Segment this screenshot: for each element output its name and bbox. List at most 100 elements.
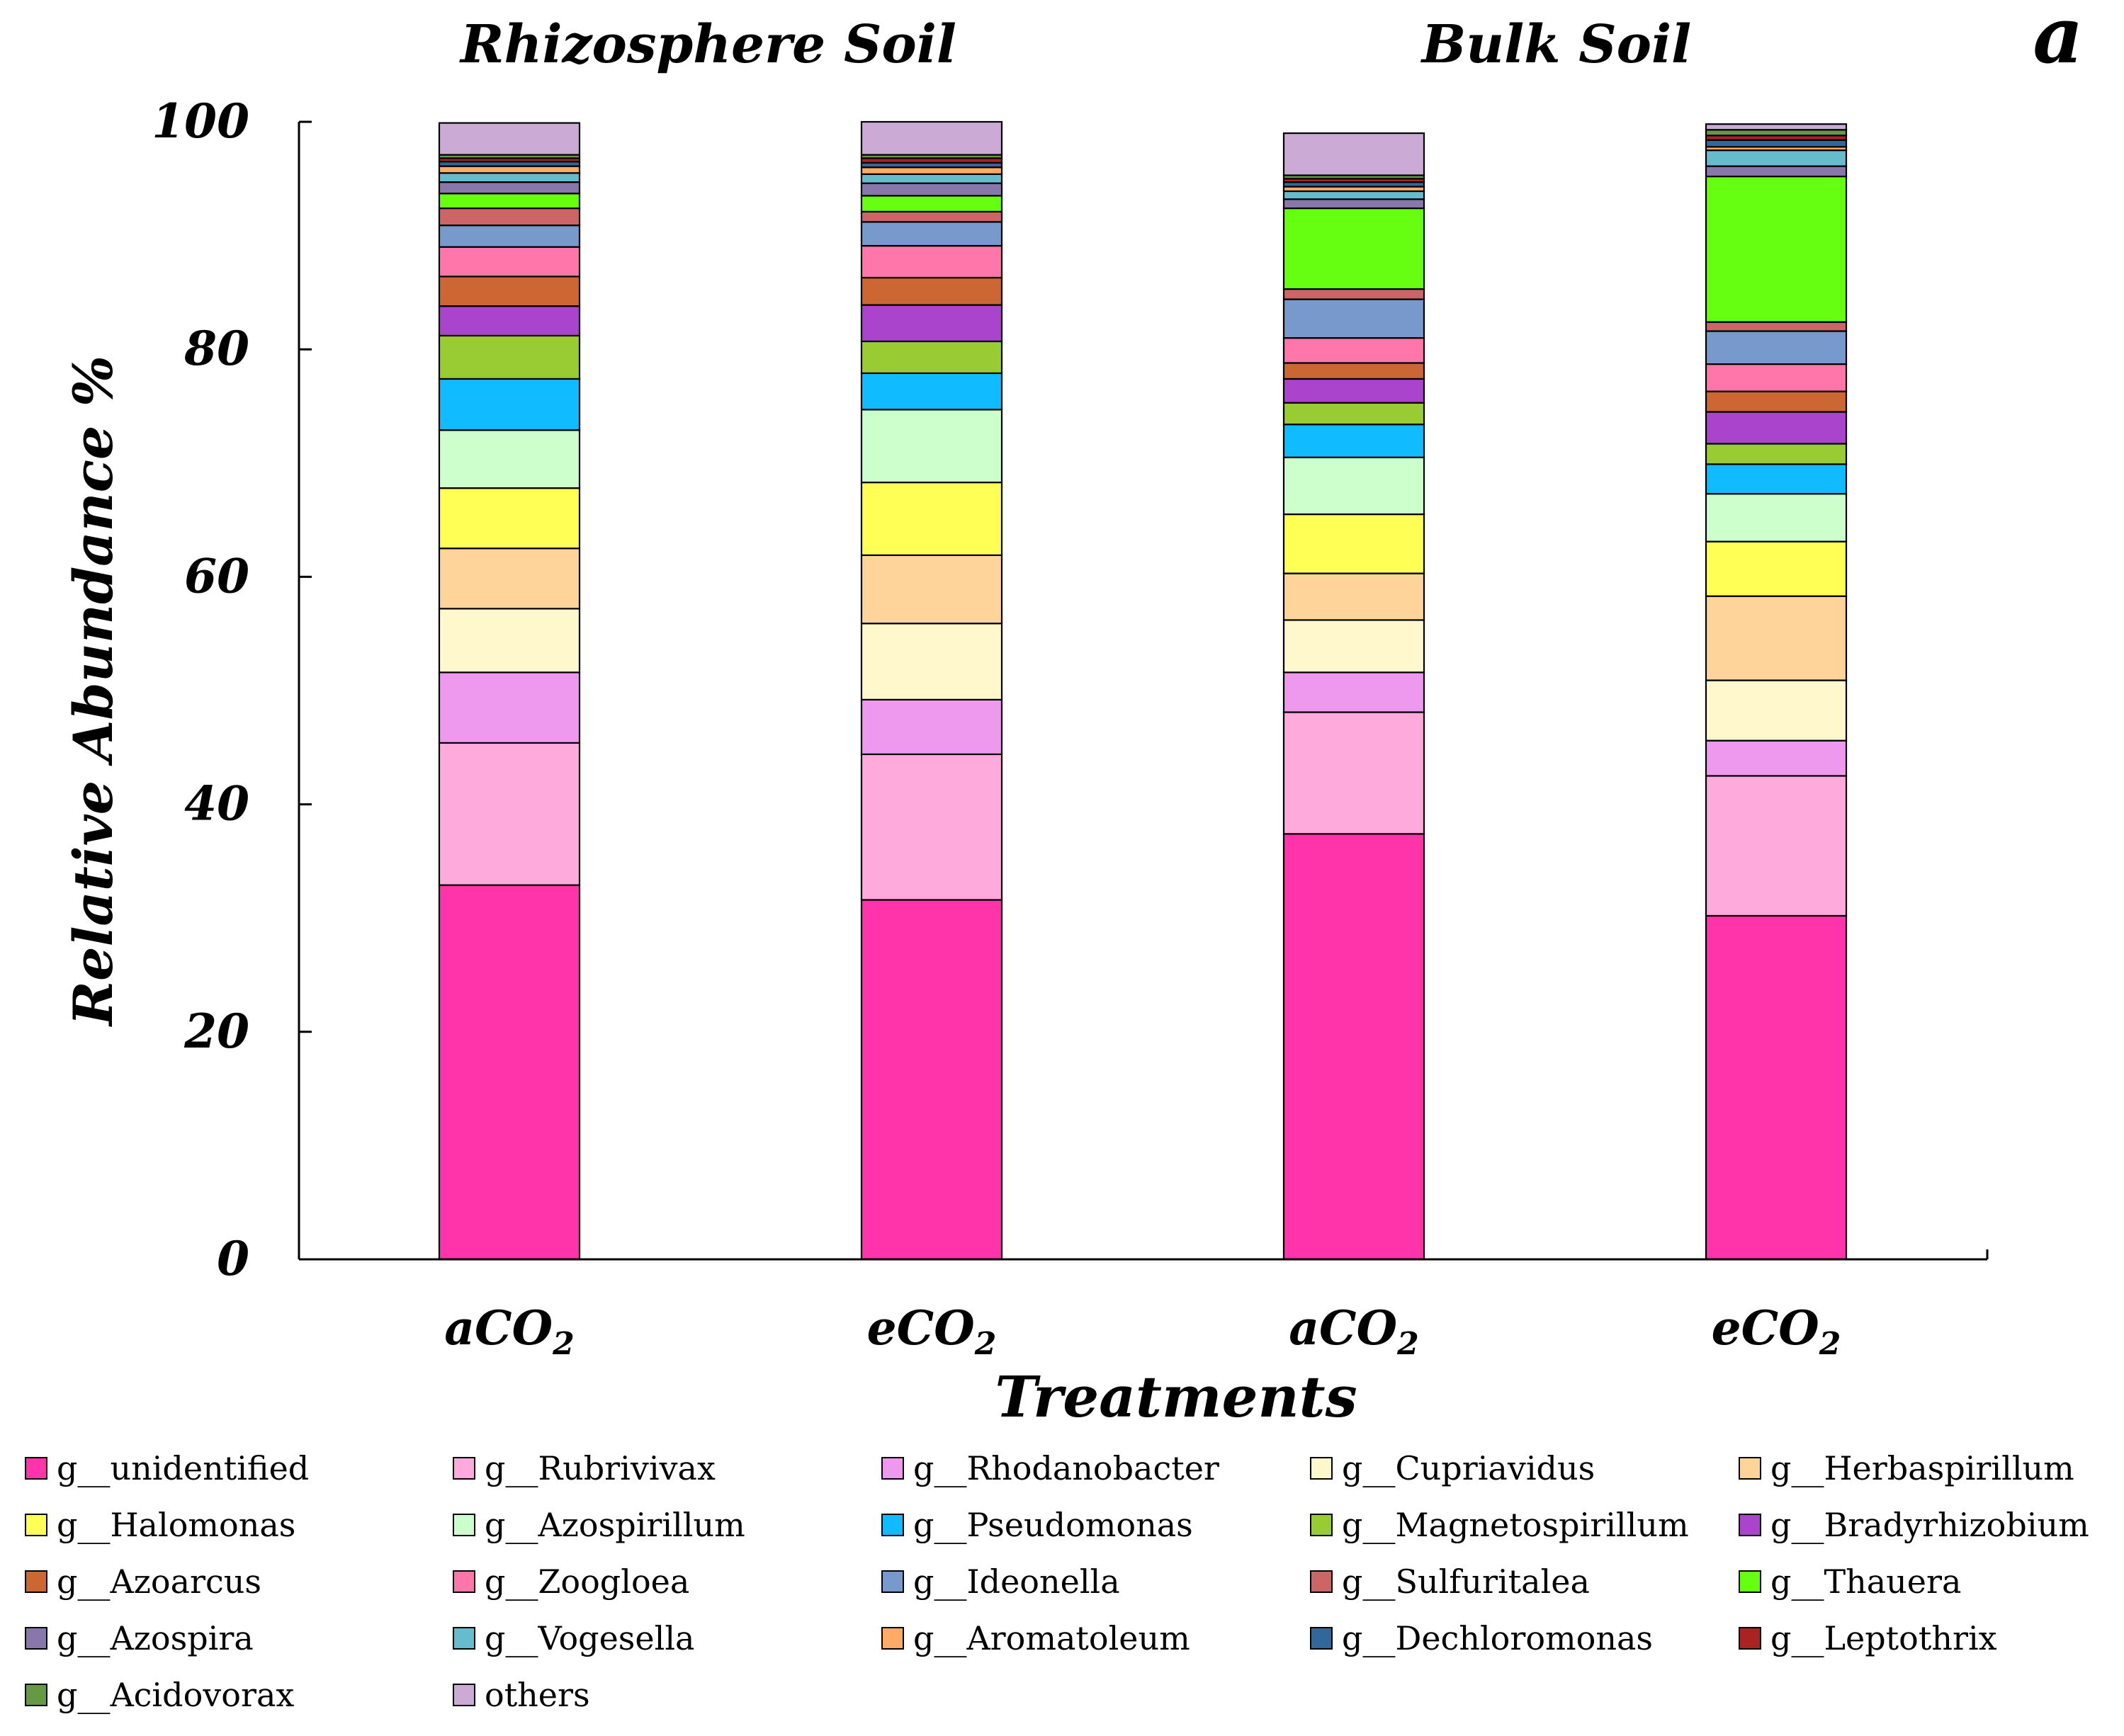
bar-segment-0-g-rubrivivax: [438, 742, 581, 886]
legend-item: g__Rubrivivax: [453, 1449, 716, 1487]
legend-item: g__Leptothrix: [1739, 1619, 1997, 1657]
legend-swatch: [453, 1627, 475, 1650]
legend-swatch: [1739, 1627, 1761, 1650]
panel-label: a: [2033, 0, 2083, 81]
bar-segment-0-g-halomonas: [438, 487, 581, 550]
bar-segment-2-others: [1282, 132, 1425, 176]
legend-swatch: [881, 1627, 904, 1650]
bar-segment-1-g-azoarcus: [860, 276, 1003, 306]
bar-segment-2-g-azoarcus: [1282, 362, 1425, 380]
bar-segment-2-g-vogesella: [1282, 190, 1425, 200]
legend-item: g__Acidovorax: [25, 1676, 294, 1714]
legend-item: g__Magnetospirillum: [1310, 1506, 1689, 1544]
legend-label: g__Sulfuritalea: [1342, 1562, 1590, 1601]
legend-label: g__Dechloromonas: [1342, 1619, 1653, 1657]
bar-segment-2-g-unidentified: [1282, 833, 1425, 1261]
bar-segment-2-g-ideonella: [1282, 298, 1425, 339]
legend-swatch: [1739, 1514, 1761, 1536]
y-tick-label: 80: [183, 321, 249, 376]
bar-segment-0-g-sulfuritalea: [438, 207, 581, 227]
legend-swatch: [881, 1457, 904, 1480]
bar-segment-2-g-thauera: [1282, 207, 1425, 290]
legend-swatch: [453, 1514, 475, 1536]
y-axis-title: Relative Abundance %: [62, 356, 125, 1027]
legend-item: g__Sulfuritalea: [1310, 1562, 1590, 1601]
legend-label: g__Halomonas: [57, 1506, 295, 1544]
bar-segment-2-g-zoogloea: [1282, 337, 1425, 364]
legend-label: g__Aromatoleum: [913, 1619, 1190, 1657]
y-tick-label: 40: [184, 776, 249, 832]
legend-label: others: [485, 1676, 590, 1714]
y-tick-label: 60: [184, 548, 249, 603]
legend-item: g__Rhodanobacter: [881, 1449, 1219, 1487]
bar-segment-2-g-herbaspirillum: [1282, 572, 1425, 621]
bar-segment-0-g-azoarcus: [438, 276, 581, 307]
y-tick-label: 100: [152, 93, 249, 149]
x-tick-label: eCO2: [1712, 1300, 1841, 1362]
legend-swatch: [881, 1570, 904, 1593]
legend-item: g__Azospirillum: [453, 1506, 745, 1544]
legend-label: g__Zoogloea: [485, 1562, 689, 1601]
legend-item: g__Aromatoleum: [881, 1619, 1190, 1657]
axes-layer: 0 20 40 60 80 100 aCO2 eCO2 aCO2 eCO2: [152, 93, 1989, 1362]
bar-segment-1-g-sulfuritalea: [860, 210, 1003, 223]
bar-segment-0-others: [438, 122, 581, 156]
bar-segment-0-g-magnetospirillum: [438, 334, 581, 380]
bar-segment-3-g-cupriavidus: [1705, 679, 1848, 742]
legend-label: g__Rubrivivax: [485, 1449, 716, 1487]
bar-segment-1-g-unidentified: [860, 899, 1003, 1261]
bar-segment-3-g-zoogloea: [1705, 363, 1848, 392]
bar-segment-0-g-ideonella: [438, 225, 581, 248]
legend-item: g__Thauera: [1739, 1562, 1961, 1601]
bar-segment-1-g-azospirillum: [860, 409, 1003, 484]
y-tick-label: 20: [183, 1004, 249, 1059]
legend-item: g__Vogesella: [453, 1619, 694, 1657]
bar-segment-3-g-rubrivivax: [1705, 775, 1848, 917]
legend-swatch: [453, 1570, 475, 1593]
bar-segment-3-g-magnetospirillum: [1705, 443, 1848, 465]
legend-swatch: [25, 1514, 47, 1536]
bar-segment-0-g-pseudomonas: [438, 378, 581, 431]
x-tick-label: eCO2: [867, 1300, 997, 1362]
bar-segment-1-g-thauera: [860, 195, 1003, 212]
legend-swatch: [1310, 1570, 1333, 1593]
legend-swatch: [1310, 1514, 1333, 1536]
legend-item: g__Ideonella: [881, 1562, 1120, 1601]
bar-segment-1-others: [860, 120, 1003, 156]
bar-segment-0-g-vogesella: [438, 172, 581, 183]
legend-swatch: [881, 1514, 904, 1536]
legend-swatch: [25, 1684, 47, 1706]
group-title: Bulk Soil: [1420, 14, 1692, 75]
bar-segment-0-g-zoogloea: [438, 246, 581, 278]
x-tick-label: aCO2: [444, 1300, 574, 1362]
bar-segment-3-g-ideonella: [1705, 330, 1848, 365]
x-axis-title: Treatments: [995, 1363, 1357, 1430]
bar-segment-0-g-unidentified: [438, 884, 581, 1261]
legend-label: g__Pseudomonas: [913, 1506, 1193, 1544]
legend-item: g__Dechloromonas: [1310, 1619, 1653, 1657]
legend-swatch: [25, 1457, 47, 1480]
bar-segment-0-g-herbaspirillum: [438, 548, 581, 610]
bar-segment-3-g-vogesella: [1705, 149, 1848, 167]
bar-segment-2-g-rhodanobacter: [1282, 671, 1425, 713]
legend-label: g__Vogesella: [485, 1619, 694, 1657]
bar-segment-3-g-azospira: [1705, 165, 1848, 178]
bar-segment-1-g-rubrivivax: [860, 753, 1003, 901]
bar-segment-1-g-magnetospirillum: [860, 340, 1003, 375]
legend-label: g__Azospirillum: [485, 1506, 745, 1544]
bar-segment-3-g-thauera: [1705, 175, 1848, 323]
bar-segment-3-g-sulfuritalea: [1705, 321, 1848, 332]
legend-swatch: [453, 1684, 475, 1706]
legend-item: g__Halomonas: [25, 1506, 295, 1544]
legend: g__unidentified g__Rubrivivax g__Rhodanoba…: [25, 1449, 2089, 1714]
legend-item: g__Zoogloea: [453, 1562, 689, 1601]
legend-item: g__Herbaspirillum: [1739, 1449, 2074, 1487]
legend-label: g__Acidovorax: [57, 1676, 294, 1714]
legend-label: g__unidentified: [57, 1449, 309, 1487]
legend-item: g__Pseudomonas: [881, 1506, 1193, 1544]
legend-item: g__unidentified: [25, 1449, 309, 1487]
bar-segment-3-g-rhodanobacter: [1705, 739, 1848, 777]
legend-swatch: [25, 1627, 47, 1650]
legend-label: g__Magnetospirillum: [1342, 1506, 1689, 1544]
titles-layer: Treatments Relative Abundance % Rhizospher…: [62, 0, 2084, 1430]
